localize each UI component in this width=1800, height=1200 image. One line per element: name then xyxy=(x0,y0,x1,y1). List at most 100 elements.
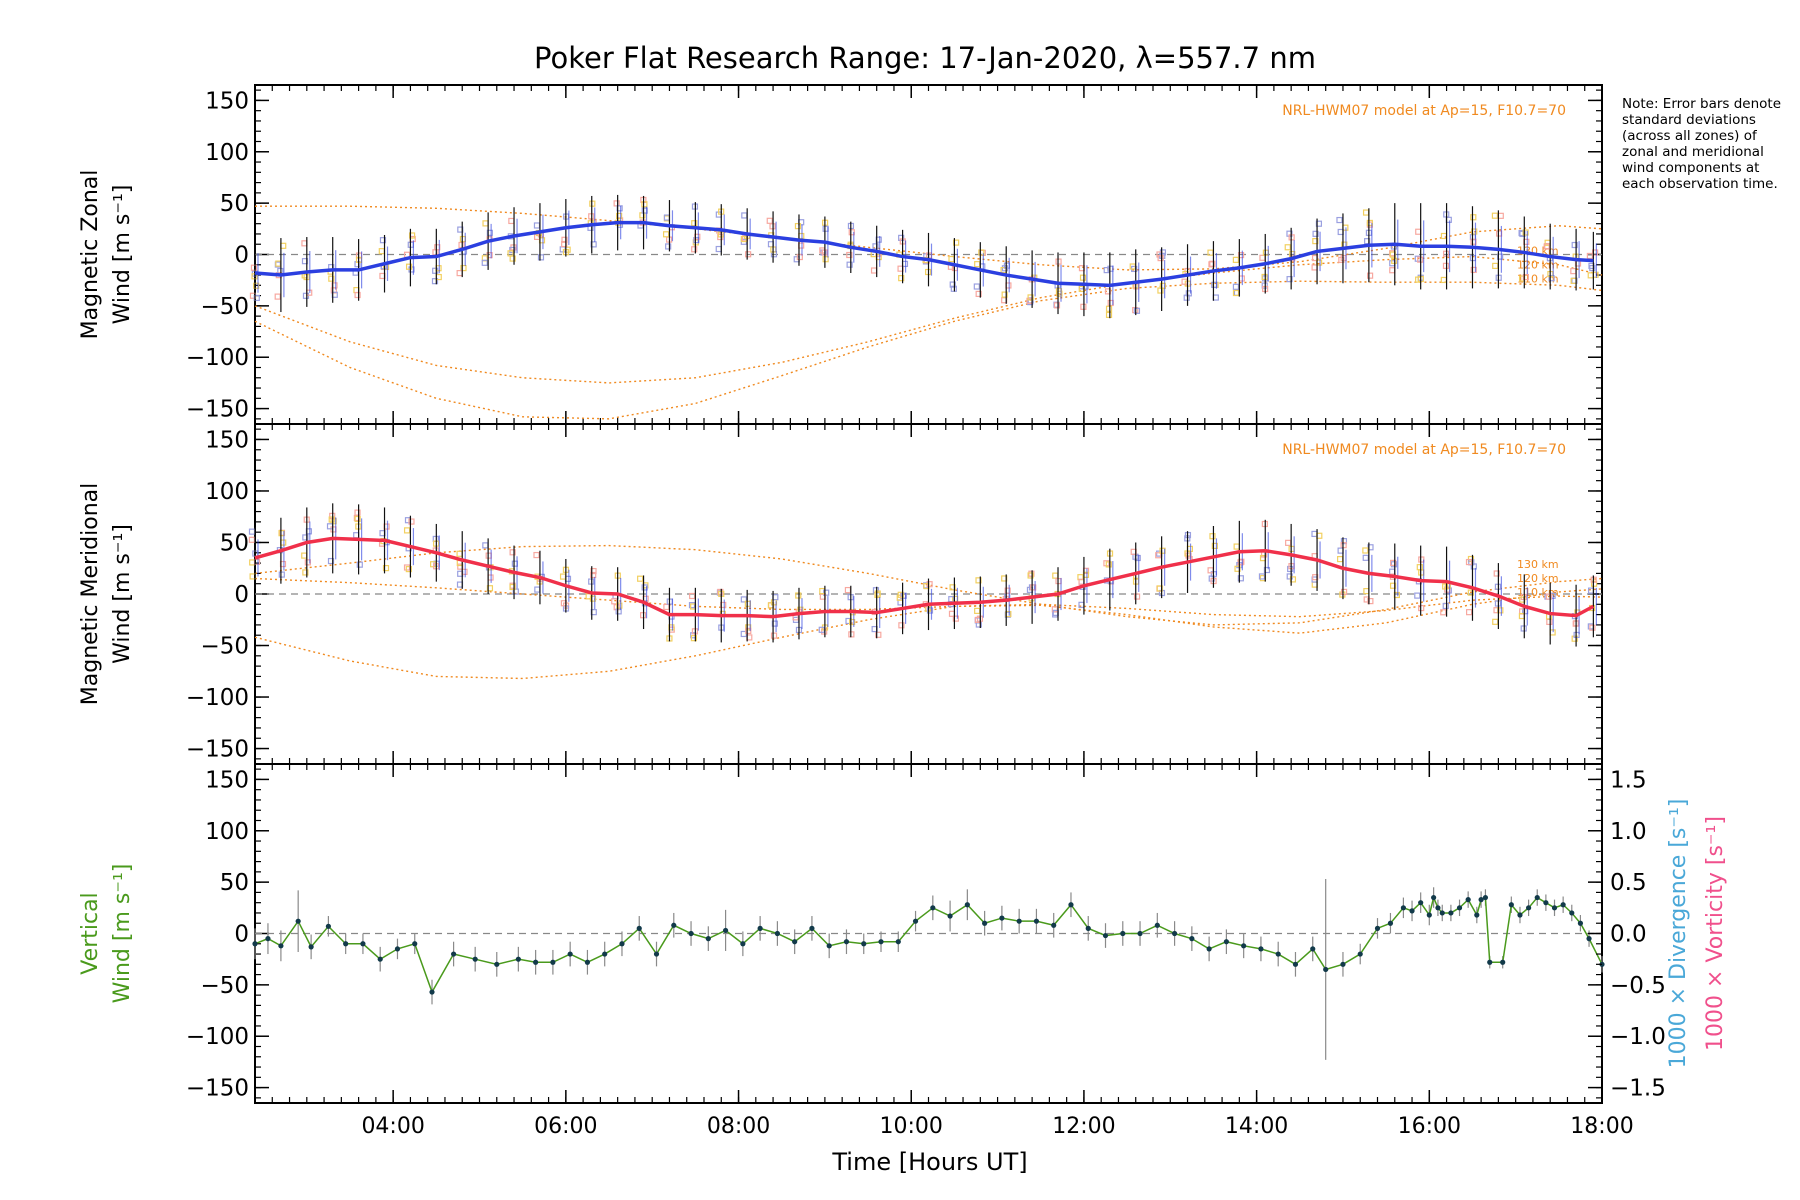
sample-marker xyxy=(302,534,309,541)
sample-marker xyxy=(590,241,597,248)
y-tick-label: −50 xyxy=(200,973,249,999)
vertical-wind-point xyxy=(1487,959,1493,965)
sample-marker xyxy=(356,561,363,568)
vertical-wind-point xyxy=(1465,897,1471,903)
sample-marker xyxy=(846,261,853,268)
y-tick-label: −100 xyxy=(186,685,249,711)
y-tick-label: 50 xyxy=(220,191,249,217)
sample-marker xyxy=(1027,572,1034,579)
y-axis-label-line2: Wind [m s⁻¹] xyxy=(110,864,135,1004)
sample-marker xyxy=(849,618,856,626)
y-tick-label: −50 xyxy=(200,294,249,320)
sample-marker xyxy=(745,251,752,258)
sample-marker xyxy=(1312,238,1319,245)
sample-marker xyxy=(611,598,618,605)
sample-marker xyxy=(561,240,568,248)
sample-marker xyxy=(875,631,882,638)
sample-marker xyxy=(1389,267,1396,274)
vertical-wind-point xyxy=(688,930,694,937)
sample-marker xyxy=(1212,294,1219,301)
y-tick-label: −50 xyxy=(200,634,249,660)
vertical-wind-point xyxy=(1474,912,1480,918)
sample-marker xyxy=(481,259,488,266)
sample-marker xyxy=(328,516,335,523)
sample-marker xyxy=(1366,219,1373,227)
sample-marker xyxy=(403,564,411,571)
sample-marker xyxy=(509,549,516,556)
sample-marker xyxy=(1442,602,1449,610)
sample-marker xyxy=(590,567,597,575)
vertical-wind-point xyxy=(1534,894,1540,901)
vertical-wind-point xyxy=(999,915,1005,921)
sample-marker xyxy=(818,626,825,633)
vertical-wind-point xyxy=(1016,918,1022,924)
x-tick-label: 10:00 xyxy=(880,1114,943,1139)
vertical-wind-line xyxy=(254,895,1603,994)
vertical-wind-point xyxy=(533,959,539,965)
sample-marker xyxy=(486,585,494,592)
sample-marker xyxy=(691,220,698,227)
sample-marker xyxy=(616,602,623,609)
sample-marker xyxy=(872,243,879,250)
sample-marker xyxy=(897,591,904,598)
vertical-wind-point xyxy=(1508,902,1514,908)
sample-marker xyxy=(432,249,439,256)
y-tick-label: 150 xyxy=(205,427,249,453)
sample-marker xyxy=(1363,588,1370,595)
sample-marker xyxy=(1589,624,1596,631)
sample-marker xyxy=(1389,582,1397,589)
vertical-wind-point xyxy=(1586,936,1592,942)
y-tick-label: 50 xyxy=(220,530,249,556)
sample-marker xyxy=(589,595,597,602)
vertical-wind-point xyxy=(1340,961,1346,967)
vertical-wind-point xyxy=(1206,946,1212,952)
y-tick-label: 0 xyxy=(234,582,249,608)
sample-marker xyxy=(248,536,256,543)
y-axis-label-line2: Wind [m s⁻¹] xyxy=(110,524,135,664)
sample-marker xyxy=(1156,585,1163,592)
sample-marker xyxy=(926,607,934,614)
y-tick-label: 0 xyxy=(234,243,249,269)
sample-marker xyxy=(844,586,852,594)
sample-marker xyxy=(353,532,360,539)
vertical-wind-point xyxy=(295,918,301,924)
vertical-wind-point xyxy=(1085,925,1091,931)
vertical-wind-point xyxy=(472,956,478,962)
y-tick-label: 150 xyxy=(205,88,249,114)
sample-marker xyxy=(405,263,413,270)
vertical-wind-point xyxy=(653,951,660,957)
vertical-wind-point xyxy=(1387,920,1394,926)
sample-marker xyxy=(561,236,568,243)
vertical-wind-point xyxy=(1223,939,1229,945)
vertical-wind-point xyxy=(671,922,677,928)
y-tick-label: 100 xyxy=(205,819,249,845)
sample-marker xyxy=(379,237,387,244)
sample-marker xyxy=(1586,252,1593,260)
right-axis-label-vorticity: 1000 × Vorticity [s⁻¹] xyxy=(1703,816,1728,1051)
sample-marker xyxy=(1237,575,1244,582)
sample-marker xyxy=(898,622,905,629)
sample-marker xyxy=(740,235,747,243)
sample-marker xyxy=(1079,274,1087,281)
sample-marker xyxy=(641,584,648,591)
sample-marker xyxy=(1470,214,1477,221)
sample-marker xyxy=(1053,302,1061,309)
sample-marker xyxy=(1440,609,1447,616)
sample-marker xyxy=(1285,539,1292,546)
vertical-wind-point xyxy=(947,913,953,919)
sample-marker xyxy=(794,223,802,230)
vertical-wind-point xyxy=(982,920,988,926)
sample-marker xyxy=(1571,241,1578,249)
right-tick-label: −1.5 xyxy=(1610,1076,1666,1102)
vertical-wind-point xyxy=(1310,946,1316,952)
vertical-wind-point xyxy=(1431,894,1437,901)
right-tick-label: 1.5 xyxy=(1610,767,1647,793)
y-axis-label-line1: Magnetic Zonal xyxy=(78,170,103,340)
right-axis-label-divergence: 1000 × Divergence [s⁻¹] xyxy=(1666,799,1691,1069)
right-tick-label: 0.0 xyxy=(1610,922,1647,948)
vertical-wind-point xyxy=(722,927,729,934)
mean-wind-line xyxy=(254,536,1595,619)
sample-marker xyxy=(795,592,802,599)
vertical-wind-point xyxy=(1171,930,1178,937)
